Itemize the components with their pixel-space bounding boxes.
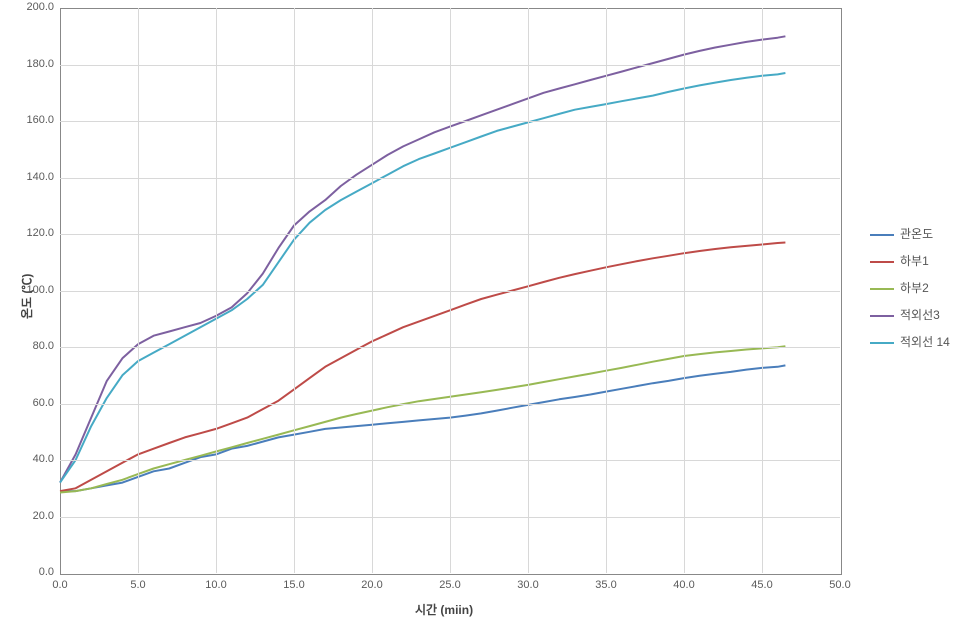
x-axis-label: 시간 (miin)	[415, 601, 473, 618]
x-tick-label: 25.0	[436, 579, 464, 591]
x-tick-label: 15.0	[280, 579, 308, 591]
legend-item: 하부2	[870, 280, 950, 297]
y-tick-label: 60.0	[33, 397, 54, 409]
y-axis-label: 온도 (℃)	[18, 273, 35, 318]
grid-h	[60, 234, 840, 235]
legend-item: 적외선3	[870, 307, 950, 324]
x-tick-label: 45.0	[748, 579, 776, 591]
y-tick-label: 200.0	[26, 1, 54, 13]
grid-h	[60, 178, 840, 179]
x-tick-label: 35.0	[592, 579, 620, 591]
y-tick-label: 40.0	[33, 453, 54, 465]
x-tick-label: 5.0	[124, 579, 152, 591]
grid-h	[60, 291, 840, 292]
x-tick-label: 30.0	[514, 579, 542, 591]
y-tick-label: 140.0	[26, 171, 54, 183]
x-tick-label: 0.0	[46, 579, 74, 591]
grid-h	[60, 65, 840, 66]
grid-h	[60, 347, 840, 348]
series-line	[60, 243, 785, 492]
x-tick-label: 10.0	[202, 579, 230, 591]
chart-container: 온도 (℃) 시간 (miin) 관온도하부1 하부2 적외선3 적외선 14 0.0…	[0, 0, 980, 642]
grid-h	[60, 404, 840, 405]
y-tick-label: 180.0	[26, 58, 54, 70]
line-chart-svg	[0, 0, 980, 642]
legend: 관온도하부1 하부2 적외선3 적외선 14	[870, 216, 950, 361]
legend-item: 관온도	[870, 226, 950, 243]
legend-item: 적외선 14	[870, 334, 950, 351]
legend-label: 적외선 14	[900, 333, 950, 350]
legend-item: 하부1	[870, 253, 950, 270]
legend-label: 하부1	[900, 252, 929, 269]
y-tick-label: 120.0	[26, 227, 54, 239]
legend-swatch	[870, 315, 894, 317]
legend-swatch	[870, 288, 894, 290]
legend-label: 관온도	[900, 225, 933, 242]
legend-label: 적외선3	[900, 306, 940, 323]
y-tick-label: 80.0	[33, 340, 54, 352]
legend-swatch	[870, 234, 894, 236]
grid-h	[60, 121, 840, 122]
series-line	[60, 36, 785, 482]
legend-label: 하부2	[900, 279, 929, 296]
x-tick-label: 40.0	[670, 579, 698, 591]
legend-swatch	[870, 342, 894, 344]
y-tick-label: 100.0	[26, 284, 54, 296]
y-tick-label: 0.0	[39, 566, 54, 578]
x-tick-label: 20.0	[358, 579, 386, 591]
y-tick-label: 160.0	[26, 114, 54, 126]
x-tick-label: 50.0	[826, 579, 854, 591]
grid-h	[60, 460, 840, 461]
y-tick-label: 20.0	[33, 510, 54, 522]
grid-h	[60, 517, 840, 518]
series-line	[60, 73, 785, 483]
series-line	[60, 365, 785, 491]
legend-swatch	[870, 261, 894, 263]
